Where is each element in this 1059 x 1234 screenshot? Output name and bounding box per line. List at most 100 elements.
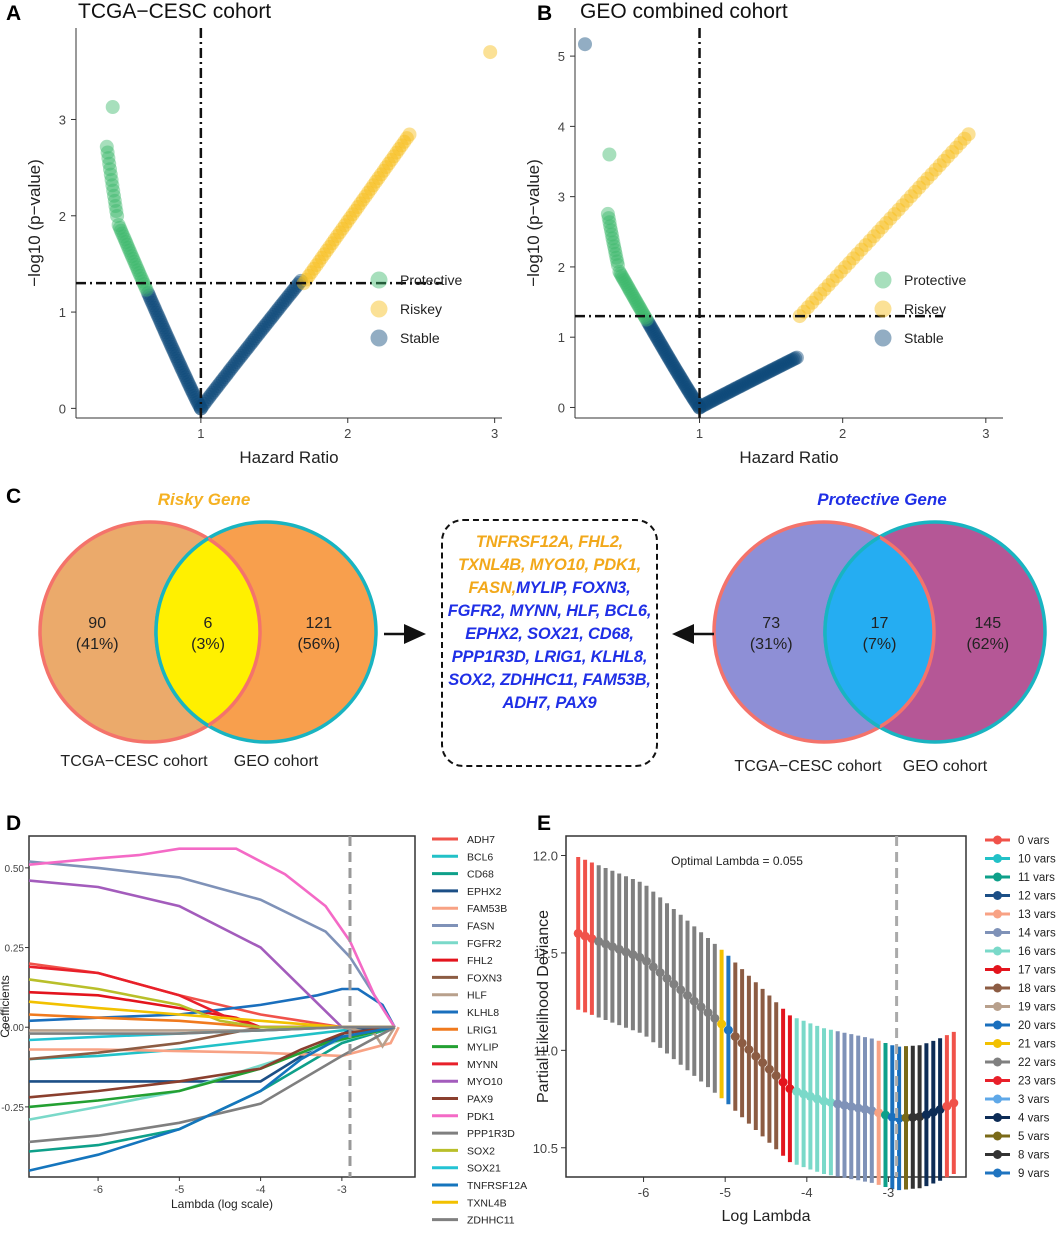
panel-e-mean-point [778,1077,788,1087]
panel-b-point-stable [699,396,714,411]
panel-a-point-protective [103,162,117,177]
panel-a-point-stable [159,327,174,342]
panel-d-series-pdk1 [28,847,396,1028]
venn-protective-left-percent: (31%) [750,636,793,653]
panel-a-point-protective [131,263,145,278]
panel-e-mean-point [696,1002,706,1012]
panel-e-legend-dot [993,965,1002,974]
panel-b-point-stable [685,389,700,404]
panel-b-point-riskey [871,224,885,239]
panel-b-x-tick-label: 2 [839,426,846,441]
panel-b-point-protective [610,258,625,273]
panel-a-point-stable [239,342,254,357]
panel-e-mean-point [648,962,658,972]
panel-a-point-protective [110,209,125,223]
panel-e-mean-point [730,1032,740,1042]
panel-e-mean-point [860,1104,870,1114]
panel-a-point-stable [184,381,199,396]
panel-b-point-stable [652,335,667,350]
panel-b-point-protective [604,223,618,238]
panel-a-point-riskey [325,236,340,251]
panel-a-point-riskey [402,127,417,142]
panel-b-point-stable [665,356,680,371]
panel-b-y-axis-label: −log10 (p−value) [524,159,543,287]
panel-e-mean-point [949,1098,959,1108]
panel-a-point-riskey [361,185,376,200]
panel-a-point-stable [175,363,190,378]
panel-e-x-axis-label: Log Lambda [722,1208,811,1225]
panel-b-point-protective [602,147,617,162]
panel-a-point-stable [248,331,262,346]
panel-b-point-stable [682,384,696,399]
panel-b-point-stable [717,387,732,402]
panel-a-legend-key-stable [370,329,388,347]
panel-b-point-stable [748,371,763,386]
panel-a-point-riskey [332,225,347,240]
panel-a-point-stable [192,399,207,414]
panel-b-point-riskey [904,189,918,204]
panel-a-point-riskey [376,163,391,178]
panel-b-point-stable [735,378,750,393]
panel-b-point-riskey [957,131,972,146]
panel-b-point-stable [666,358,681,373]
panel-a-point-protective [127,254,142,269]
panel-a-point-riskey [399,131,414,146]
panel-b-point-stable [679,381,694,395]
panel-b-point-riskey [883,211,898,226]
panel-a-point-stable [231,352,246,367]
panel-d-legend-label: HLF [467,990,487,1002]
panel-a-point-stable [219,368,234,383]
panel-b-point-protective [633,302,648,317]
panel-b-point-stable [755,368,770,382]
panel-b-point-stable [651,333,666,348]
panel-e-mean-point [840,1100,849,1110]
panel-b-point-stable [742,374,756,389]
panel-a-point-riskey [397,134,412,149]
panel-a-point-stable [207,383,222,398]
panel-a-point-stable [236,346,251,361]
panel-b-point-protective [600,206,615,221]
panel-a-point-stable [144,293,159,308]
panel-b-point-stable [763,363,778,378]
panel-a-point-stable [152,313,167,328]
panel-e-legend-dot [993,872,1002,882]
panel-b-point-riskey [833,264,848,279]
panel-b-point-riskey [920,171,935,186]
panel-a-point-stable [180,375,195,390]
panel-a-point-protective [117,232,132,247]
panel-d-x-tick-label: -6 [93,1184,103,1196]
panel-e-legend-label: 14 vars [1018,928,1056,940]
panel-e-mean-point [758,1058,768,1068]
panel-e-legend-dot [993,854,1002,863]
panel-a-point-stable [256,320,271,335]
panel-a-point-stable [270,303,284,318]
panel-e-mean-point [689,996,699,1006]
panel-a-y-tick-label: 3 [59,112,66,127]
panel-b-point-protective [625,287,640,302]
panel-b-point-stable [643,318,658,333]
panel-e-legend-label: 22 vars [1018,1057,1056,1069]
panel-e-mean-point [901,1113,911,1123]
panel-e-mean-point [921,1110,931,1120]
panel-b-point-riskey [838,260,853,275]
panel-a-point-stable [153,315,168,330]
panel-a-x-axis-label: Hazard Ratio [239,448,338,467]
venn-risky-left-count: 90 [88,615,106,632]
panel-a-legend-key-riskey [370,300,388,318]
panel-a-point-stable [254,322,269,337]
panel-e-mean-point [580,931,590,941]
risky-gene-list: TNFRSF12A, FHL2, TXNL4B, MYO10, PDK1, FA… [457,533,642,597]
panel-b-point-stable [663,353,678,367]
panel-b-point-stable [718,386,733,401]
panel-a-point-riskey [392,142,407,156]
panel-d-legend-label: TNFRSF12A [467,1180,527,1192]
panel-d-legend-label: ZDHHC11 [467,1215,515,1227]
panel-b-point-stable [720,385,735,400]
panel-b-point-stable [723,384,738,398]
panel-e-mean-point [717,1019,727,1029]
panel-a-point-protective [115,226,130,241]
panel-a-point-riskey [394,138,409,153]
panel-b-point-stable [676,375,691,390]
panel-a-point-stable [271,301,286,316]
panel-b-point-stable [725,383,740,398]
